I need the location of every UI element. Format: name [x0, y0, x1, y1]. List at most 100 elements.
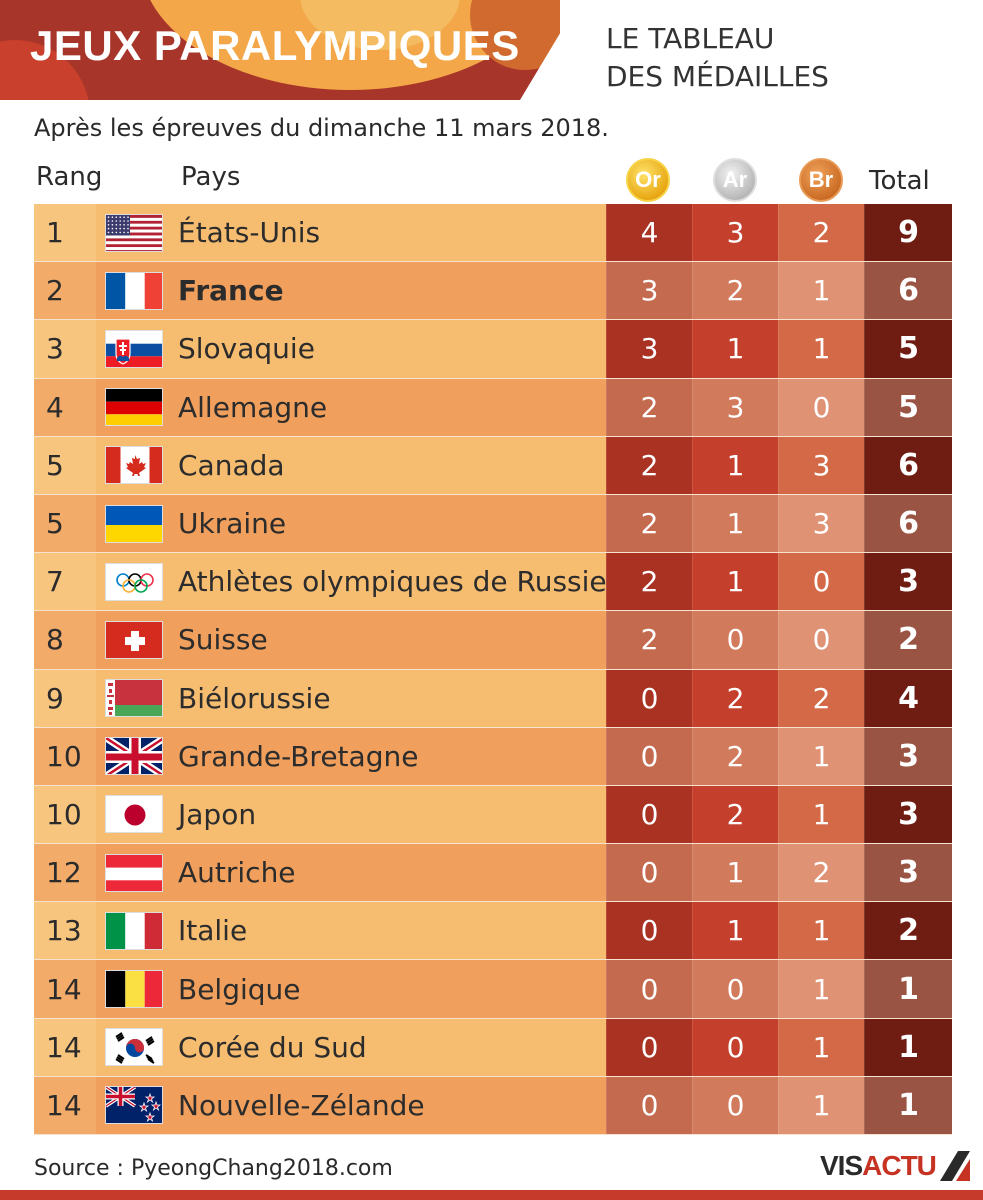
gold-cell: 0	[606, 902, 692, 960]
country-cell: Allemagne	[178, 378, 606, 436]
sub-title: LE TABLEAU DES MÉDAILLES	[606, 20, 829, 96]
bronze-cell: 1	[778, 727, 864, 785]
logo-text-part1: VIS	[820, 1150, 863, 1181]
bronze-cell: 1	[778, 902, 864, 960]
total-cell: 6	[864, 262, 952, 320]
total-cell: 3	[864, 785, 952, 844]
header: JEUX PARALYMPIQUES LE TABLEAU DES MÉDAIL…	[0, 0, 983, 100]
country-column-header: Pays	[181, 162, 241, 192]
silver-cell: 1	[692, 902, 778, 960]
table-row: 8 Suisse 2 0 0 2	[34, 611, 952, 670]
silver-cell: 1	[692, 494, 778, 553]
gold-cell: 3	[606, 262, 692, 320]
table-row: 1 États-Unis 4 3 2 9	[34, 204, 952, 263]
country-cell: Suisse	[178, 611, 606, 669]
silver-cell: 2	[692, 727, 778, 785]
total-cell: 1	[864, 1018, 952, 1076]
table-row: 14 Belgique 0 0 1 1	[34, 960, 952, 1019]
ukraine-flag-icon	[105, 504, 163, 543]
gold-cell: 0	[606, 1018, 692, 1076]
gold-cell: 2	[606, 378, 692, 436]
total-column-header: Total	[869, 166, 930, 196]
table-row: 13 Italie 0 1 1 2	[34, 902, 952, 961]
table-row: 4 Allemagne 2 3 0 5	[34, 378, 952, 437]
total-cell: 1	[864, 1076, 952, 1134]
rank-cell: 5	[34, 436, 96, 494]
bronze-cell: 1	[778, 785, 864, 844]
total-cell: 3	[864, 553, 952, 611]
country-cell: Corée du Sud	[178, 1018, 606, 1076]
rank-cell: 9	[34, 669, 96, 727]
country-cell: Slovaquie	[178, 320, 606, 378]
total-cell: 1	[864, 960, 952, 1018]
rank-cell: 13	[34, 902, 96, 960]
table-row: 2 France 3 2 1 6	[34, 262, 952, 321]
table-row: 7 Athlètes olympiques de Russie 2 1 0 3	[34, 553, 952, 612]
rank-cell: 4	[34, 378, 96, 436]
rank-cell: 1	[34, 204, 96, 262]
table-row: 9 Biélorussie 0 2 2 4	[34, 669, 952, 728]
country-cell: Ukraine	[178, 494, 606, 553]
bronze-cell: 1	[778, 320, 864, 378]
country-cell: États-Unis	[178, 204, 606, 262]
rank-cell: 14	[34, 960, 96, 1018]
country-cell: Biélorussie	[178, 669, 606, 727]
silver-medal-icon: Ar	[713, 158, 757, 202]
italy-flag-icon	[105, 911, 163, 950]
rank-cell: 10	[34, 785, 96, 844]
total-cell: 4	[864, 669, 952, 727]
total-cell: 2	[864, 902, 952, 960]
silver-cell: 1	[692, 553, 778, 611]
gold-cell: 2	[606, 494, 692, 553]
gold-cell: 2	[606, 611, 692, 669]
olympic-rings-flag-icon	[105, 562, 163, 601]
medal-table: 1 États-Unis 4 3 2 9 2 France 3 2 1 6 3 Slovaquie 3 1 1 5…	[34, 204, 952, 1135]
bronze-cell: 0	[778, 378, 864, 436]
banner-cut	[520, 0, 580, 100]
total-cell: 6	[864, 436, 952, 494]
bronze-medal-label: Br	[808, 167, 834, 192]
silver-cell: 2	[692, 669, 778, 727]
rank-column-header: Rang	[36, 162, 103, 192]
gold-cell: 0	[606, 785, 692, 844]
silver-cell: 0	[692, 960, 778, 1018]
silver-cell: 2	[692, 785, 778, 844]
rank-cell: 10	[34, 727, 96, 785]
total-cell: 2	[864, 611, 952, 669]
gold-cell: 2	[606, 436, 692, 494]
source-note: Source : PyeongChang2018.com	[34, 1156, 393, 1181]
rank-cell: 3	[34, 320, 96, 378]
silver-cell: 3	[692, 378, 778, 436]
country-cell: Athlètes olympiques de Russie	[178, 553, 607, 611]
silver-cell: 1	[692, 320, 778, 378]
germany-flag-icon	[105, 388, 163, 427]
rank-cell: 14	[34, 1018, 96, 1076]
gold-cell: 4	[606, 204, 692, 262]
bronze-cell: 2	[778, 204, 864, 262]
country-cell: Japon	[178, 785, 606, 844]
austria-flag-icon	[105, 853, 163, 892]
gold-medal-label: Or	[635, 167, 661, 192]
rank-cell: 2	[34, 262, 96, 320]
slovakia-flag-icon	[105, 329, 163, 368]
logo-text: VISACTU	[820, 1150, 937, 1182]
total-cell: 3	[864, 727, 952, 785]
bronze-cell: 3	[778, 436, 864, 494]
bronze-cell: 1	[778, 1018, 864, 1076]
uk-flag-icon	[105, 737, 163, 776]
country-cell: Nouvelle-Zélande	[178, 1076, 606, 1134]
silver-medal-label: Ar	[722, 167, 748, 192]
bronze-cell: 0	[778, 611, 864, 669]
bronze-cell: 1	[778, 1076, 864, 1134]
table-row: 14 Corée du Sud 0 0 1 1	[34, 1018, 952, 1077]
total-cell: 9	[864, 204, 952, 262]
gold-cell: 0	[606, 844, 692, 902]
bronze-medal-icon: Br	[799, 158, 843, 202]
country-cell: Belgique	[178, 960, 606, 1018]
bronze-cell: 2	[778, 844, 864, 902]
country-cell: Italie	[178, 902, 606, 960]
new-zealand-flag-icon	[105, 1086, 163, 1125]
rank-cell: 14	[34, 1076, 96, 1134]
visactu-logo: VISACTU	[820, 1150, 970, 1182]
table-row: 3 Slovaquie 3 1 1 5	[34, 320, 952, 379]
